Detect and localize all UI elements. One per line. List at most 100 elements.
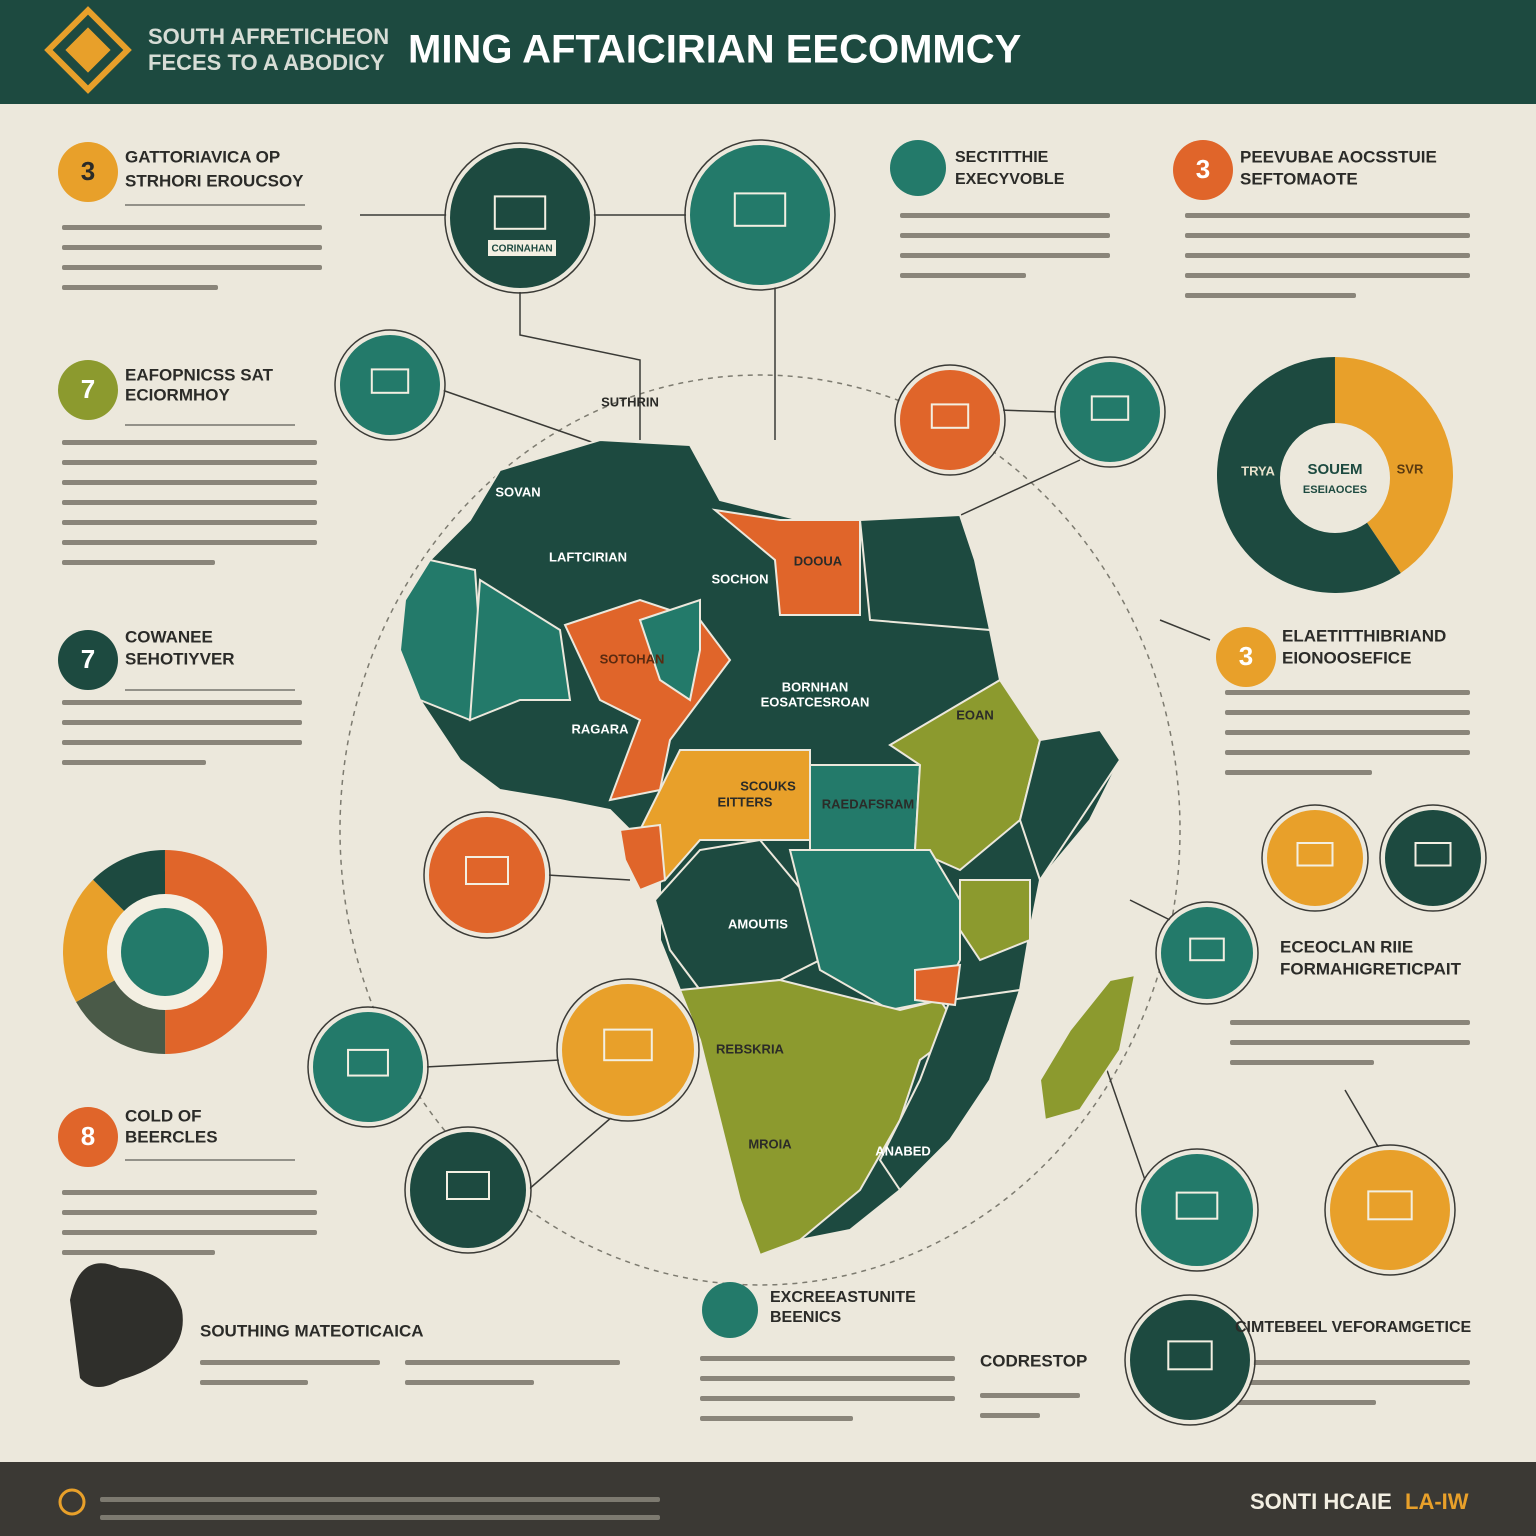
body-text	[1225, 690, 1470, 695]
donut-segment	[1335, 357, 1453, 573]
logo-text: SOUTH AFRETICHEON	[148, 24, 389, 49]
body-text	[405, 1380, 534, 1385]
map-label: SOVAN	[495, 484, 540, 499]
body-text	[1230, 1060, 1374, 1065]
icon	[1167, 1340, 1213, 1371]
page-title: MING AFTAICIRIAN EECOMMCY	[408, 28, 1022, 72]
map-label: ANABED	[875, 1143, 931, 1158]
icon	[1296, 842, 1334, 867]
body-text	[700, 1356, 955, 1361]
body-text	[1185, 233, 1470, 238]
number-badge	[58, 1107, 118, 1167]
body-text	[62, 1250, 215, 1255]
icon-ring	[1135, 1148, 1259, 1272]
icon-ring	[1124, 1294, 1256, 1426]
icon-circle	[1126, 1296, 1254, 1424]
map-region	[1038, 973, 1137, 1122]
icon-caption-bg	[488, 240, 556, 256]
logo	[44, 6, 132, 94]
section-title: ELAETITTHIBRIAND	[1282, 626, 1446, 645]
body-text	[62, 760, 206, 765]
map-region	[468, 578, 572, 722]
donut-segment	[70, 1263, 183, 1388]
map-label: AMOUTIS	[728, 916, 788, 931]
icon-circle	[446, 144, 594, 292]
map-region	[858, 513, 992, 632]
icon-ring	[1155, 901, 1259, 1005]
icon-circle	[309, 1008, 427, 1126]
body-text	[700, 1376, 955, 1381]
body-text	[62, 245, 322, 250]
body-text	[900, 233, 1110, 238]
body-text	[1225, 750, 1470, 755]
section-title: BEENICS	[770, 1309, 841, 1326]
section-title: EAFOPNICSS SAT	[125, 365, 274, 384]
map-label: EITTERS	[718, 794, 773, 809]
icon-circle	[1263, 806, 1367, 910]
section-title: EIONOOSEFICE	[1282, 648, 1411, 667]
icon-ring	[556, 978, 700, 1122]
body-text	[980, 1413, 1040, 1418]
map-region	[398, 558, 482, 722]
section-number: 3	[1196, 154, 1210, 184]
section-number: 3	[81, 156, 95, 186]
map-label: SCOUKS	[740, 778, 796, 793]
body-text	[1230, 1040, 1470, 1045]
body-text	[700, 1416, 853, 1421]
icon	[465, 856, 509, 885]
number-badge	[1216, 627, 1276, 687]
icon	[347, 1048, 389, 1077]
icon	[1175, 1191, 1219, 1220]
body-text	[200, 1380, 308, 1385]
footer-text	[100, 1515, 660, 1520]
map-region	[878, 988, 1022, 1192]
map-label: LAFTCIRIAN	[549, 549, 627, 564]
section-title: COWANEE	[125, 627, 213, 646]
section-title: FORMAHIGRETICPAIT	[1280, 959, 1462, 978]
section-number: 7	[81, 644, 95, 674]
number-badge	[58, 360, 118, 420]
icon-circle	[686, 141, 834, 289]
body-text	[900, 273, 1026, 278]
icon-circle	[1326, 1146, 1454, 1274]
body-text	[1235, 1360, 1470, 1365]
map-label: EOSATCESROAN	[761, 694, 870, 709]
icon-ring	[1261, 804, 1369, 912]
body-text	[1185, 253, 1470, 258]
icon-circle	[896, 366, 1004, 474]
icon-ring	[684, 139, 836, 291]
icon-circle	[425, 813, 549, 937]
map-label: RAEDAFSRAM	[822, 796, 914, 811]
body-text	[1225, 770, 1372, 775]
body-text	[980, 1393, 1080, 1398]
section-title: PEEVUBAE AOCSSTUIE	[1240, 147, 1437, 166]
body-text	[1185, 293, 1356, 298]
icon-ring	[894, 364, 1006, 476]
section-number: 7	[81, 374, 95, 404]
footer-text	[100, 1497, 660, 1502]
icon-caption: CORINAHAN	[491, 244, 552, 255]
section-title: GATTORIAVICA OP	[125, 147, 280, 166]
body-text	[1235, 1400, 1376, 1405]
section-title: EXCREEASTUNITE	[770, 1289, 916, 1306]
section-title: BEERCLES	[125, 1127, 218, 1146]
footer-brand: SONTI HCAIE	[1250, 1489, 1392, 1514]
section-title: COLD OF	[125, 1106, 202, 1125]
icon-circle	[1056, 358, 1164, 466]
body-text	[1230, 1020, 1470, 1025]
body-text	[405, 1360, 620, 1365]
body-text	[700, 1396, 955, 1401]
body-text	[62, 440, 317, 445]
body-text	[62, 540, 317, 545]
icon-circle	[1381, 806, 1485, 910]
map-region	[888, 678, 1042, 872]
donut-icon	[121, 908, 209, 996]
icon-ring	[423, 811, 551, 939]
map-region	[959, 879, 1031, 962]
donut-label: ESEIAOCES	[1303, 484, 1367, 496]
map-region	[638, 598, 701, 702]
number-badge	[890, 140, 946, 196]
map-label: MROIA	[748, 1136, 792, 1151]
